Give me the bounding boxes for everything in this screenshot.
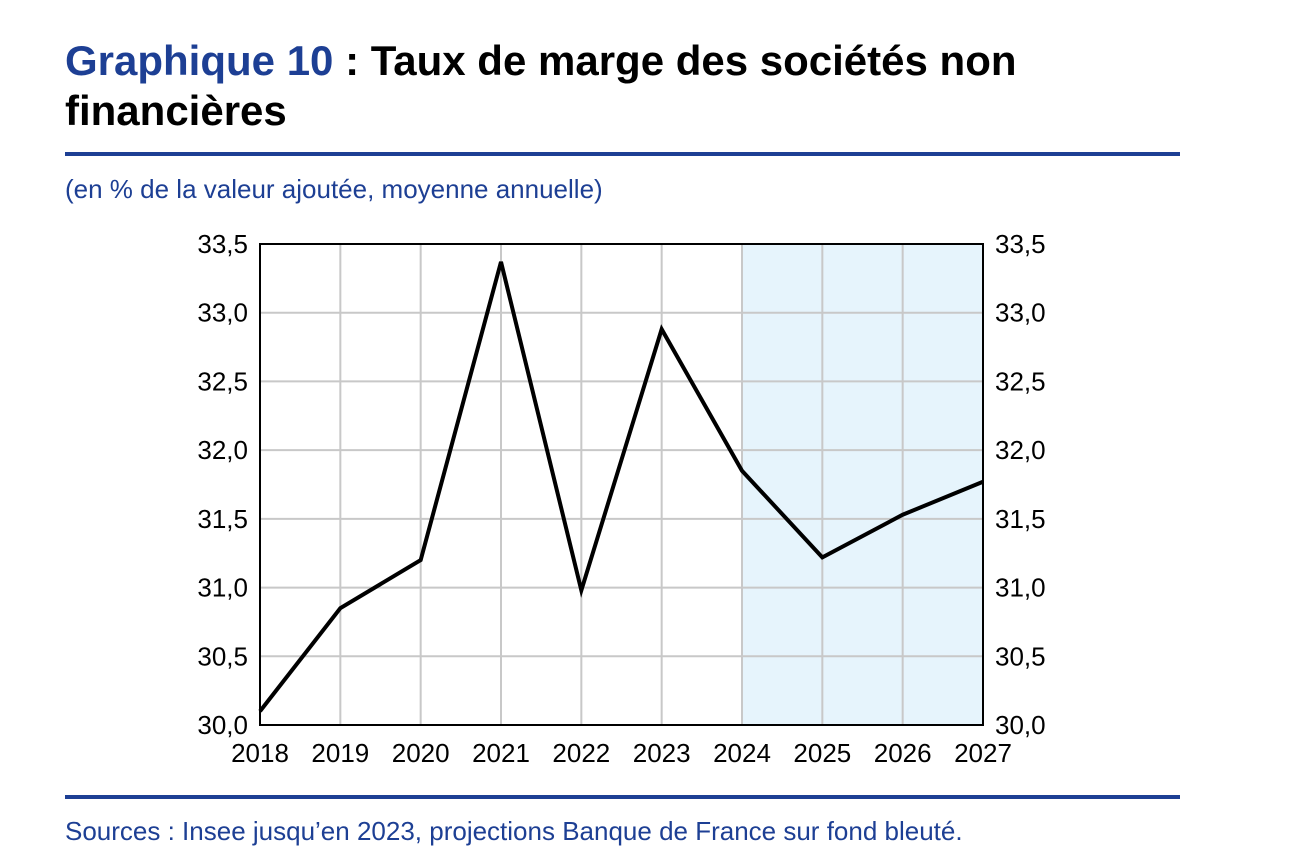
y-tick-label-left: 32,5 xyxy=(197,366,248,396)
bottom-divider xyxy=(65,795,1180,799)
projection-band xyxy=(742,244,983,725)
x-tick-label: 2025 xyxy=(793,738,851,768)
y-tick-label-left: 32,0 xyxy=(197,435,248,465)
x-tick-label: 2019 xyxy=(311,738,369,768)
top-divider xyxy=(65,152,1180,156)
sources-note: Sources : Insee jusqu’en 2023, projectio… xyxy=(65,816,963,846)
x-tick-label: 2020 xyxy=(392,738,450,768)
y-tick-label-right: 30,0 xyxy=(995,710,1046,740)
x-tick-label: 2021 xyxy=(472,738,530,768)
y-tick-label-right: 32,5 xyxy=(995,366,1046,396)
plot-frame xyxy=(259,243,984,726)
chart-title: Graphique 10 : Taux de marge des société… xyxy=(65,36,1185,136)
series-line xyxy=(258,261,984,713)
x-tick-label: 2022 xyxy=(552,738,610,768)
y-tick-label-right: 30,5 xyxy=(995,641,1046,671)
x-tick-label: 2018 xyxy=(231,738,289,768)
chart-title-text: : Taux de marge des sociétés non financi… xyxy=(65,37,1017,134)
y-tick-label-right: 33,5 xyxy=(995,229,1046,259)
y-tick-label-left: 30,5 xyxy=(197,641,248,671)
y-tick-label-left: 31,0 xyxy=(197,573,248,603)
y-tick-label-right: 33,0 xyxy=(995,298,1046,328)
y-tick-label-left: 33,0 xyxy=(197,298,248,328)
chart-subtitle: (en % de la valeur ajoutée, moyenne annu… xyxy=(65,174,603,204)
y-tick-label-right: 31,5 xyxy=(995,504,1046,534)
y-tick-label-left: 30,0 xyxy=(197,710,248,740)
y-tick-label-right: 31,0 xyxy=(995,573,1046,603)
y-tick-label-left: 31,5 xyxy=(197,504,248,534)
x-tick-label: 2024 xyxy=(713,738,771,768)
chart-title-prefix: Graphique 10 xyxy=(65,37,334,84)
x-tick-label: 2027 xyxy=(954,738,1012,768)
x-tick-label: 2023 xyxy=(633,738,691,768)
y-tick-label-left: 33,5 xyxy=(197,229,248,259)
x-tick-label: 2026 xyxy=(874,738,932,768)
y-tick-label-right: 32,0 xyxy=(995,435,1046,465)
